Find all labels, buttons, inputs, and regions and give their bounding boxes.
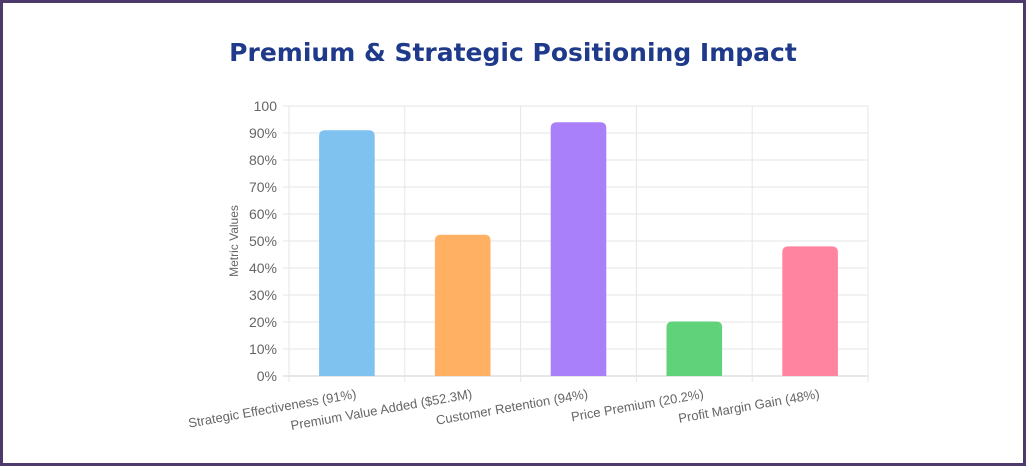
y-tick-label: 90% bbox=[249, 125, 277, 141]
bar bbox=[666, 321, 723, 376]
y-tick-label: 20% bbox=[249, 314, 277, 330]
y-tick-label: 80% bbox=[249, 152, 277, 168]
y-tick-label: 10% bbox=[249, 341, 277, 357]
x-axis-labels: Strategic Effectiveness (91%)Premium Val… bbox=[187, 386, 821, 433]
y-tick-label: 50% bbox=[249, 233, 277, 249]
bar bbox=[782, 246, 838, 376]
bars bbox=[319, 122, 838, 376]
y-tick-label: 0% bbox=[257, 368, 277, 384]
y-tick-label: 70% bbox=[249, 179, 277, 195]
bar bbox=[550, 122, 607, 376]
y-tick-label: 40% bbox=[249, 260, 277, 276]
y-axis-ticks: 0% 10% 20% 30% 40% 50% 60% 70% 80% 90% 100 bbox=[249, 98, 277, 384]
bar bbox=[434, 234, 491, 376]
bar bbox=[319, 130, 375, 376]
y-axis-label: Metric Values bbox=[227, 205, 241, 277]
y-tick-label: 100 bbox=[254, 98, 278, 114]
chart-title: Premium & Strategic Positioning Impact bbox=[229, 38, 797, 67]
y-tick-label: 60% bbox=[249, 206, 277, 222]
y-tick-label: 30% bbox=[249, 287, 277, 303]
